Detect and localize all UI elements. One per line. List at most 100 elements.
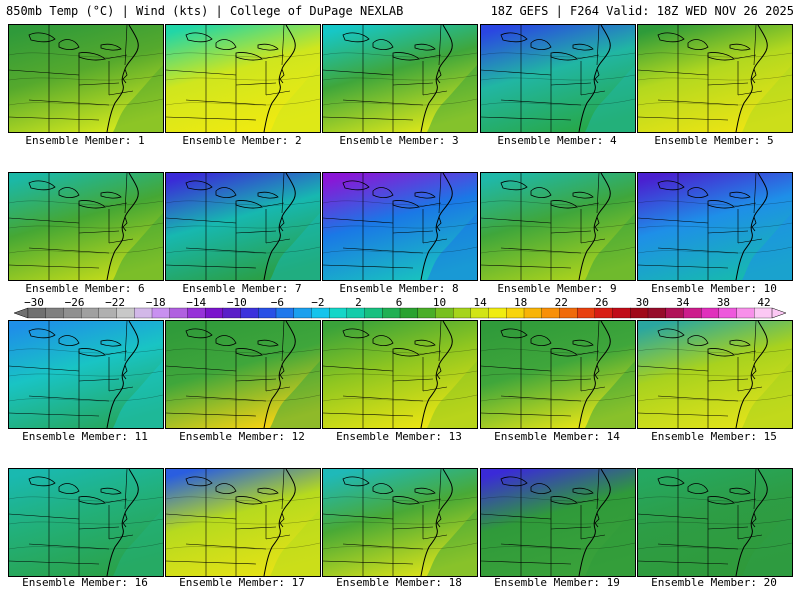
coastline [735,25,768,132]
state-border [580,386,606,392]
ensemble-member-label: Ensemble Member: 17 [179,576,305,589]
state-border [323,560,414,565]
ensemble-member-label: Ensemble Member: 13 [336,430,462,443]
isotherm-contour [638,370,792,377]
temperature-map [481,469,635,576]
isotherm-contour [638,394,792,402]
state-border [235,526,277,530]
state-border [550,526,592,530]
lake-outline [572,191,594,199]
state-border [596,469,600,510]
colorbar-tick-label: −10 [226,296,247,309]
ensemble-member-8-map [322,172,478,281]
state-border [733,54,757,60]
state-border [418,350,442,356]
ocean-region [270,361,320,428]
lake-outline [215,187,237,199]
colorbar-segment [346,307,366,319]
temperature-map [323,469,477,576]
coastline [106,25,139,132]
state-border [638,365,709,372]
state-border [576,202,600,208]
ocean-region [585,213,635,280]
state-border [261,202,285,208]
state-border [418,54,442,60]
ensemble-member-9-map [480,172,636,281]
lake-outline [414,487,436,495]
state-border [707,378,749,382]
colorbar-tick-label: 30 [635,296,649,309]
bay-outline [594,216,600,232]
bay-outline [122,68,128,84]
isotherm-contour [9,200,163,206]
state-border [707,82,749,86]
state-border [104,498,128,504]
state-border [261,350,285,356]
state-border [418,498,442,504]
colorbar-segment [523,307,543,319]
state-border [28,99,110,106]
state-border [596,321,600,362]
lake-outline [215,483,237,495]
state-border [733,202,757,208]
bay-outline [122,216,128,232]
colorbar-segment [399,307,419,319]
coastline [106,469,139,576]
lake-outline [414,43,436,51]
isotherm-contour [638,348,792,354]
lake-outline [372,39,394,51]
state-border [576,498,600,504]
colorbar-segment [116,307,135,319]
ensemble-member-14-map [480,320,636,429]
temperature-map [323,173,477,280]
ocean-region [113,509,163,576]
lake-outline [657,476,685,487]
isotherm-contour [323,246,477,254]
isotherm-contour [323,518,477,525]
ensemble-member-15-map [637,320,793,429]
ensemble-member-label: Ensemble Member: 20 [651,576,777,589]
bay-outline [594,364,600,380]
colorbar-tick-label: −18 [145,296,166,309]
ocean-region [113,361,163,428]
colorbar-segment [364,307,383,319]
lake-outline [687,39,709,51]
state-border [265,534,291,540]
ensemble-member-label: Ensemble Member: 1 [25,134,145,147]
ensemble-member-3-map [322,24,478,133]
coastline [263,173,296,280]
state-border [733,498,757,504]
ensemble-member-label: Ensemble Member: 8 [339,282,459,295]
state-border [185,395,267,402]
ocean-region [270,509,320,576]
colorbar-tick-label: 22 [554,296,568,309]
coastline [578,469,611,576]
colorbar-segment [258,307,277,319]
ensemble-member-label: Ensemble Member: 19 [494,576,620,589]
ocean-region [742,213,792,280]
ensemble-member-label: Ensemble Member: 3 [339,134,459,147]
ensemble-member-1-map [8,24,164,133]
state-border [166,513,237,520]
isotherm-contour [323,370,477,377]
ensemble-member-2-map [165,24,321,133]
state-border [281,173,285,214]
lake-outline [235,200,263,209]
lake-outline [185,476,213,487]
state-border [737,534,763,540]
coastline [420,469,453,576]
isotherm-contour [638,518,792,525]
colorbar-tick-label: 42 [757,296,771,309]
ocean-region [427,65,477,132]
state-border [638,69,709,76]
ensemble-member-17-map [165,468,321,577]
state-border [108,386,134,392]
state-border [707,230,749,234]
state-border [9,513,80,520]
isotherm-contour [9,246,163,254]
isotherm-contour [638,542,792,550]
isotherm-contour [9,542,163,550]
ocean-region [742,65,792,132]
ocean-region [427,509,477,576]
state-border [9,69,80,76]
